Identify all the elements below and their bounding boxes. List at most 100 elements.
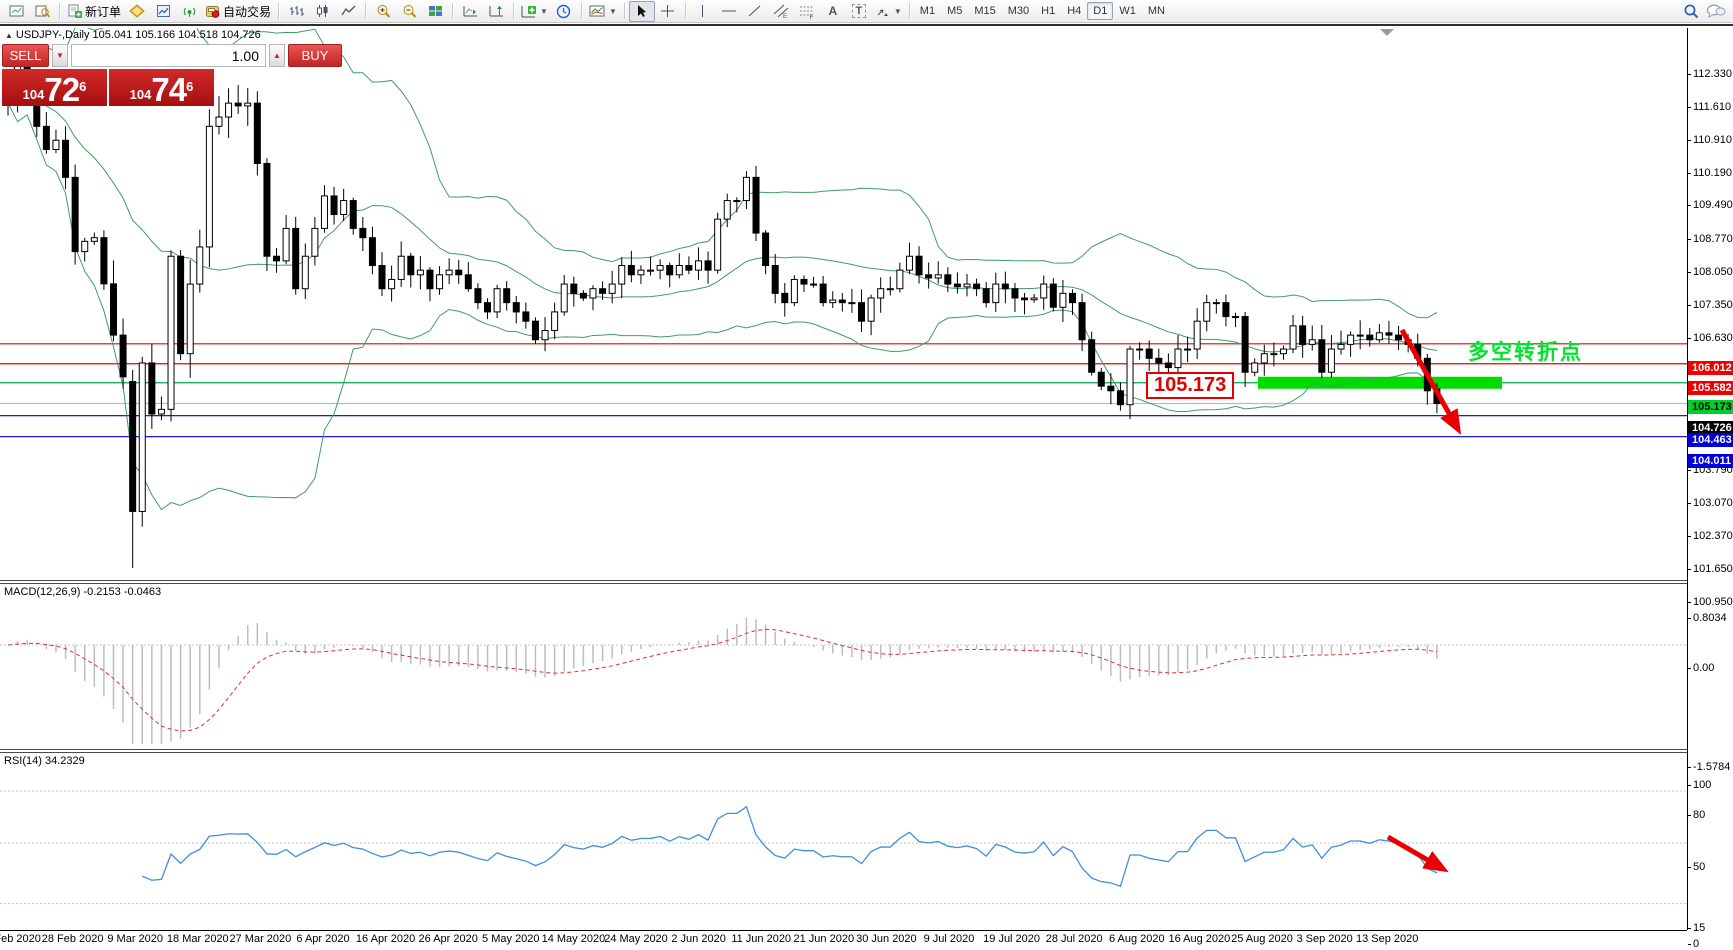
candle-body[interactable] xyxy=(925,274,933,279)
auto-scroll-button[interactable] xyxy=(457,1,483,22)
candle-body[interactable] xyxy=(1308,339,1316,345)
candle-body[interactable] xyxy=(52,139,60,151)
search-icon[interactable] xyxy=(1683,3,1700,20)
candle-body[interactable] xyxy=(915,255,923,276)
candle-body[interactable] xyxy=(1203,302,1211,322)
candle-body[interactable] xyxy=(944,274,952,285)
candle-body[interactable] xyxy=(675,265,683,276)
candle-body[interactable] xyxy=(215,116,223,127)
candle-body[interactable] xyxy=(234,102,242,107)
candle-body[interactable] xyxy=(311,227,319,257)
candle-body[interactable] xyxy=(589,288,597,299)
horizontal-line-tool-button[interactable] xyxy=(716,1,742,22)
candle-body[interactable] xyxy=(129,381,137,512)
candle-body[interactable] xyxy=(109,283,117,336)
timeframe-w1[interactable]: W1 xyxy=(1119,5,1136,17)
candle-body[interactable] xyxy=(934,274,942,279)
volume-input[interactable] xyxy=(71,44,266,67)
candle-body[interactable] xyxy=(618,265,626,285)
trendline-tool-button[interactable] xyxy=(742,1,768,22)
candle-body[interactable] xyxy=(1433,388,1441,405)
timeframe-m5[interactable]: M5 xyxy=(947,5,963,17)
candle-body[interactable] xyxy=(781,292,789,304)
timeframe-h1[interactable]: H1 xyxy=(1041,5,1056,17)
timeframe-h4[interactable]: H4 xyxy=(1067,5,1082,17)
cursor-tool-button[interactable] xyxy=(628,0,655,22)
candle-body[interactable] xyxy=(90,237,98,242)
candle-body[interactable] xyxy=(1193,320,1201,350)
candle-body[interactable] xyxy=(1251,362,1259,373)
indicators-button[interactable]: ▼ xyxy=(518,1,551,22)
candle-body[interactable] xyxy=(771,265,779,294)
sell-button[interactable]: SELL xyxy=(2,44,49,67)
candle-body[interactable] xyxy=(752,176,760,234)
period-clock-button[interactable] xyxy=(551,1,577,22)
chat-icon[interactable] xyxy=(1706,3,1726,19)
candle-body[interactable] xyxy=(1222,302,1230,318)
candle-body[interactable] xyxy=(1279,348,1287,355)
candle-body[interactable] xyxy=(1174,348,1182,369)
buy-price-display[interactable]: 104 74 6 xyxy=(109,69,214,106)
candle-body[interactable] xyxy=(464,274,472,290)
market-watch-button[interactable] xyxy=(150,1,176,22)
candle-body[interactable] xyxy=(848,302,856,305)
candle-body[interactable] xyxy=(963,283,971,288)
gold-button[interactable] xyxy=(124,1,150,22)
candle-body[interactable] xyxy=(503,288,511,304)
profiles-button[interactable] xyxy=(29,1,55,22)
zoom-in-button[interactable] xyxy=(370,1,396,22)
candle-body[interactable] xyxy=(484,302,491,313)
candle-body[interactable] xyxy=(263,162,271,257)
candle-body[interactable] xyxy=(599,288,607,294)
bar-chart-mode-button[interactable] xyxy=(283,1,309,22)
candle-body[interactable] xyxy=(704,260,712,271)
candle-body[interactable] xyxy=(742,176,750,202)
candle-body[interactable] xyxy=(627,265,635,276)
price-axis[interactable]: 112.330 111.610 110.910 110.190 109.490 108.7… xyxy=(1687,28,1733,950)
candle-body[interactable] xyxy=(1232,316,1240,319)
candle-body[interactable] xyxy=(349,200,357,229)
volume-increase-button[interactable]: ▲ xyxy=(269,44,285,67)
zoom-out-button[interactable] xyxy=(396,1,422,22)
candle-body[interactable] xyxy=(1011,288,1019,299)
signals-button[interactable] xyxy=(176,1,202,22)
candle-body[interactable] xyxy=(905,255,913,271)
candle-body[interactable] xyxy=(723,200,731,220)
candle-body[interactable] xyxy=(330,195,338,215)
candle-body[interactable] xyxy=(858,302,866,322)
candle-body[interactable] xyxy=(455,269,463,276)
timeframe-m15[interactable]: M15 xyxy=(974,5,996,17)
candle-body[interactable] xyxy=(148,362,156,415)
candle-body[interactable] xyxy=(368,237,376,267)
candle-body[interactable] xyxy=(301,255,309,290)
candlestick-mode-button[interactable] xyxy=(309,1,335,22)
candle-body[interactable] xyxy=(1088,339,1096,373)
candle-body[interactable] xyxy=(838,299,846,304)
candle-body[interactable] xyxy=(244,102,252,107)
candle-body[interactable] xyxy=(436,274,444,290)
sell-price-display[interactable]: 104 72 6 xyxy=(2,69,107,106)
templates-button[interactable]: ▼ xyxy=(586,1,620,22)
candle-body[interactable] xyxy=(1059,292,1067,308)
candle-body[interactable] xyxy=(1116,390,1124,406)
candle-body[interactable] xyxy=(1030,297,1038,301)
rsi-pane[interactable]: RSI(14) 34.2329 xyxy=(0,753,1687,930)
candle-body[interactable] xyxy=(1366,334,1374,341)
candle-body[interactable] xyxy=(522,311,530,322)
candle-body[interactable] xyxy=(416,269,424,276)
candle-body[interactable] xyxy=(100,237,108,285)
candle-body[interactable] xyxy=(282,227,290,262)
channel-tool-button[interactable]: E xyxy=(768,1,794,22)
candle-body[interactable] xyxy=(62,139,70,178)
candle-body[interactable] xyxy=(1327,348,1335,373)
candle-body[interactable] xyxy=(42,125,50,151)
candle-body[interactable] xyxy=(397,255,405,280)
candle-body[interactable] xyxy=(666,265,674,276)
candle-body[interactable] xyxy=(541,329,549,341)
candle-body[interactable] xyxy=(205,125,213,248)
chart-shift-button[interactable] xyxy=(483,1,509,22)
candle-body[interactable] xyxy=(1164,362,1172,369)
candle-body[interactable] xyxy=(992,283,1000,304)
arrows-tool-button[interactable]: ▼ xyxy=(872,1,905,22)
candle-body[interactable] xyxy=(253,102,261,164)
